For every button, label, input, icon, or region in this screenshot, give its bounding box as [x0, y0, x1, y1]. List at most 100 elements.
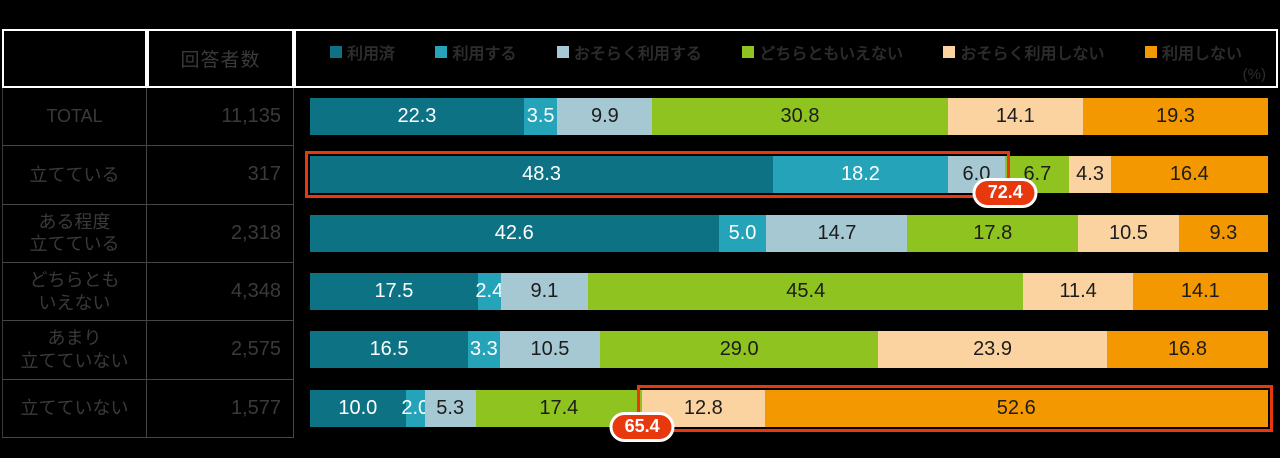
table-row: 立てていない 1,577 10.0 2.0 5.3 17.4 12.8 52.6 65.4: [2, 379, 1278, 442]
bar-segment: 11.4: [1023, 273, 1133, 311]
bar-segment: 9.1: [500, 273, 589, 311]
bar-cell: 17.5 2.4 9.1 45.4 11.4 14.1: [294, 263, 1278, 321]
bar-segment: 23.9: [878, 331, 1108, 369]
bar-segment-value: 14.1: [1180, 280, 1220, 303]
bar-segment: 22.3: [310, 98, 524, 136]
stacked-bar: 17.5 2.4 9.1 45.4 11.4 14.1: [310, 273, 1268, 311]
respondent-count: 11,135: [147, 88, 294, 147]
bar-segment: 52.6: [764, 389, 1268, 427]
respondents-header-cell: 回答者数: [147, 29, 294, 88]
row-label: あまり 立てていない: [2, 321, 147, 380]
bar-segment: 16.8: [1107, 331, 1268, 369]
bar-segment-value: 10.5: [530, 338, 570, 361]
bar-segment-value: 9.9: [590, 105, 619, 128]
bar-cell: 22.3 3.5 9.9 30.8 14.1 19.3: [294, 88, 1278, 146]
rows-container: TOTAL 11,135 22.3 3.5 9.9 30.8 14.1 19.3 立てている 31…: [2, 88, 1278, 442]
bar-cell: 48.3 18.2 6.0 6.7 4.3 16.4 72.4: [294, 146, 1278, 209]
table-corner-cell: [2, 29, 147, 88]
bar-segment-value: 14.7: [817, 221, 857, 244]
legend-swatch-icon: [330, 46, 342, 58]
percent-unit-label: (%): [1242, 66, 1266, 83]
bar-segment: 10.0: [310, 389, 406, 427]
bar-segment-value: 30.8: [780, 105, 820, 128]
bar-segment: 2.4: [475, 273, 503, 311]
bar-segment-value: 14.1: [995, 105, 1035, 128]
bar-cell: 16.5 3.3 10.5 29.0 23.9 16.8: [294, 321, 1278, 379]
bar-segment-value: 45.4: [786, 280, 826, 303]
row-label: 立てていない: [2, 379, 147, 438]
legend-item: 利用しない: [1144, 40, 1242, 64]
bar-segment: 14.7: [766, 214, 908, 252]
bar-segment-value: 16.8: [1168, 338, 1207, 361]
bar-segment: 18.2: [773, 156, 948, 194]
bar-cell: 42.6 5.0 14.7 17.8 10.5 9.3: [294, 205, 1278, 263]
bar-segment-value: 16.5: [369, 338, 409, 361]
legend-item: 利用済: [330, 40, 395, 64]
bar-segment-value: 22.3: [397, 105, 437, 128]
table-row: あまり 立てていない 2,575 16.5 3.3 10.5 29.0 23.9 16.8: [2, 321, 1278, 380]
bar-segment-value: 52.6: [996, 396, 1036, 419]
legend-label: 利用しない: [1161, 46, 1242, 63]
bar-segment-value: 42.6: [494, 221, 534, 244]
bar-segment-value: 12.8: [683, 396, 723, 419]
bar-segment: 3.3: [468, 331, 500, 369]
bar-segment-value: 17.5: [374, 280, 414, 303]
bar-segment-value: 2.0: [401, 396, 430, 419]
legend-header-cell: 利用済 利用する おそらく利用する どちらともいえない おそらく利用しない 利用しない (…: [294, 29, 1278, 88]
legend-label: 利用済: [347, 46, 396, 63]
bar-segment-value: 9.3: [1209, 221, 1238, 244]
bar-segment: 19.3: [1082, 98, 1268, 136]
bar-segment: 10.5: [1078, 214, 1179, 252]
bar-segment: 9.9: [557, 98, 653, 136]
table-row: どちらとも いえない 4,348 17.5 2.4 9.1 45.4 11.4 14.1: [2, 262, 1278, 322]
bar-segment: 5.0: [718, 214, 767, 252]
callout-badge: 72.4: [972, 178, 1038, 209]
legend-item: どちらともいえない: [742, 40, 903, 64]
bar-segment-value: 23.9: [973, 338, 1012, 361]
respondent-count: 1,577: [147, 379, 294, 438]
stacked-bar: 22.3 3.5 9.9 30.8 14.1 19.3: [310, 98, 1268, 136]
bar-segment: 14.1: [947, 98, 1083, 136]
row-label: 立てている: [2, 146, 147, 205]
bar-segment-value: 17.8: [973, 221, 1013, 244]
row-label: TOTAL: [2, 88, 147, 147]
respondent-count: 4,348: [147, 262, 294, 322]
legend: 利用済 利用する おそらく利用する どちらともいえない おそらく利用しない 利用しない: [296, 31, 1276, 64]
legend-swatch-icon: [943, 46, 956, 58]
bar-segment-value: 5.3: [436, 396, 465, 419]
legend-item: おそらく利用する: [556, 40, 702, 64]
bar-segment: 29.0: [600, 331, 879, 369]
respondent-count: 2,318: [147, 204, 294, 263]
row-label: どちらとも いえない: [2, 262, 147, 322]
bar-segment-value: 29.0: [719, 338, 759, 361]
bar-segment-value: 9.1: [530, 280, 559, 303]
bar-segment: 45.4: [588, 273, 1024, 311]
table-row: ある程度 立てている 2,318 42.6 5.0 14.7 17.8 10.5 9.3: [2, 204, 1278, 263]
legend-swatch-icon: [742, 46, 755, 58]
legend-item: 利用する: [435, 40, 516, 64]
stacked-bar: 48.3 18.2 6.0 6.7 4.3 16.4 72.4: [305, 151, 1268, 209]
bar-segment: 10.5: [499, 331, 601, 369]
bar-segment-value: 17.4: [539, 396, 579, 419]
bar-segment-value: 5.0: [728, 221, 757, 244]
legend-label: おそらく利用する: [573, 46, 702, 63]
respondent-count: 317: [147, 146, 294, 205]
bar-segment-value: 11.4: [1059, 280, 1097, 303]
legend-item: おそらく利用しない: [943, 40, 1105, 64]
bar-segment-value: 10.5: [1108, 221, 1148, 244]
callout-badge: 65.4: [609, 411, 675, 442]
bar-segment: 42.6: [310, 214, 719, 252]
bar-segment-value: 16.4: [1169, 163, 1209, 186]
bar-cell: 10.0 2.0 5.3 17.4 12.8 52.6 65.4: [294, 380, 1278, 442]
stacked-bar: 16.5 3.3 10.5 29.0 23.9 16.8: [310, 331, 1268, 369]
bar-segment: 2.0: [401, 389, 429, 427]
table-row: TOTAL 11,135 22.3 3.5 9.9 30.8 14.1 19.3: [2, 88, 1278, 147]
legend-swatch-icon: [556, 46, 569, 58]
bar-segment-value: 10.0: [338, 396, 378, 419]
bar-segment-value: 4.3: [1076, 163, 1104, 186]
bar-segment: 48.3: [310, 156, 774, 194]
table-row: 立てている 317 48.3 18.2 6.0 6.7 4.3 16.4 72.4: [2, 146, 1278, 209]
stacked-bar: 10.0 2.0 5.3 17.4 12.8 52.6 65.4: [310, 384, 1273, 442]
bar-segment: 4.3: [1069, 156, 1111, 194]
